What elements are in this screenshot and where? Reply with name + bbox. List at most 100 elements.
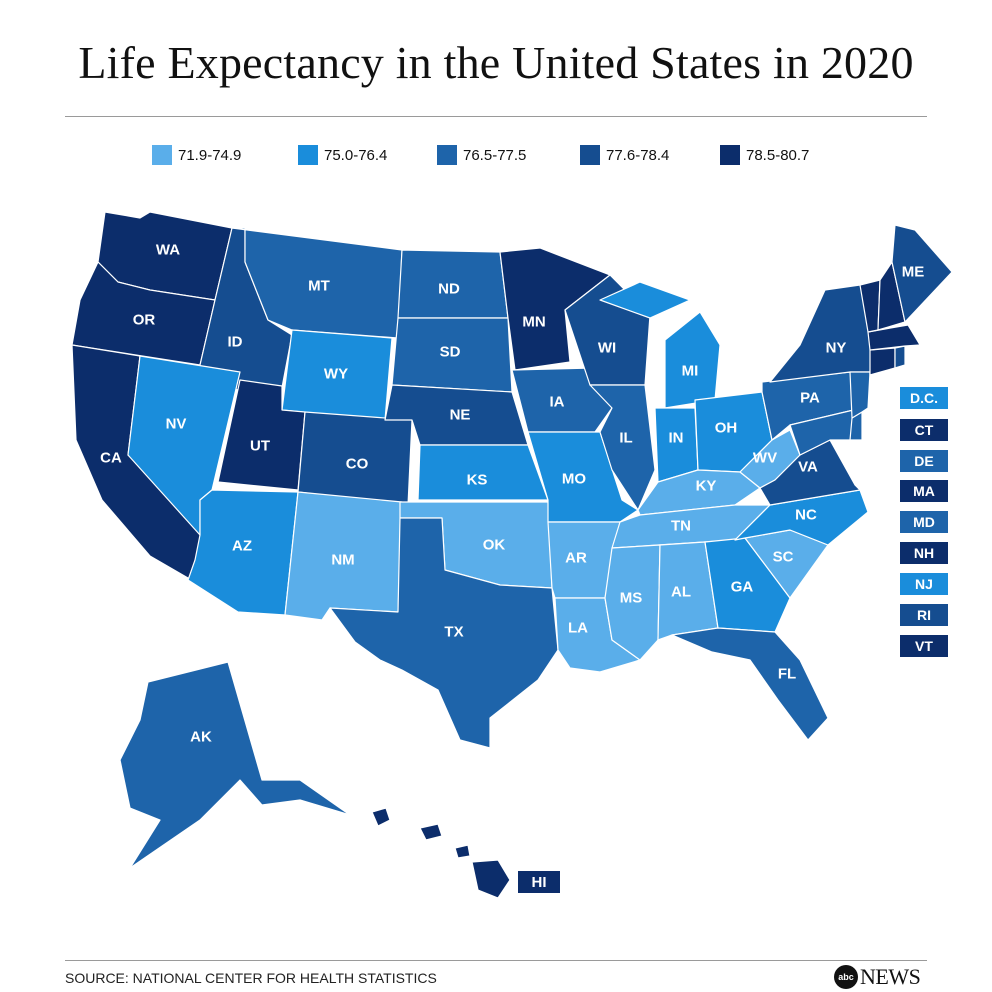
state-IL[interactable] [589,384,656,511]
legend-item: 71.9-74.9 [152,144,241,166]
state-label: ME [902,264,925,281]
small-state-tag: NJ [900,573,948,595]
state-label: FL [778,666,796,683]
state-label: OH [715,420,738,437]
state-label: WI [598,340,616,357]
state-label: KY [696,478,717,495]
state-RI[interactable] [894,345,906,369]
state-label: OR [133,312,156,329]
state-label: MN [522,314,545,331]
state-label: MI [682,363,699,380]
state-AK[interactable] [119,661,351,869]
small-state-tag: DE [900,450,948,472]
small-state-tag-label: D.C. [910,390,938,406]
state-label: IA [550,394,565,411]
state-MA[interactable] [867,324,921,351]
small-state-tag: RI [900,604,948,626]
legend-item: 77.6-78.4 [580,144,669,166]
source-note: SOURCE: NATIONAL CENTER FOR HEALTH STATI… [65,970,437,986]
small-state-tag-label: VT [915,638,933,654]
state-NJ[interactable] [849,371,871,419]
hi-tag-label: HI [531,873,547,891]
state-TX[interactable] [329,517,559,749]
legend-label: 75.0-76.4 [324,146,388,164]
state-label: IL [619,430,632,447]
state-FL[interactable] [671,627,829,741]
state-label: CA [100,450,122,467]
small-state-tag-label: NH [913,545,935,561]
small-state-tag-label: MA [913,483,935,499]
state-label: AZ [232,538,252,555]
state-label: ID [228,334,243,351]
state-label: WA [156,242,180,259]
state-label: CO [346,456,369,473]
state-label: LA [568,620,588,637]
state-HI[interactable] [371,807,511,899]
state-label: VA [798,459,818,476]
state-label: NM [331,552,354,569]
small-state-tag-label: RI [917,607,931,623]
state-label: AK [190,729,212,746]
small-state-tag-label: DE [914,453,934,469]
legend-item: 78.5-80.7 [720,144,809,166]
state-label: SD [440,344,461,361]
state-label: TN [671,518,691,535]
state-label: NC [795,507,817,524]
small-state-tag: MA [900,480,948,502]
state-ME[interactable] [891,224,953,323]
small-state-tag: MD [900,511,948,533]
state-label: NY [826,340,847,357]
abc-news-logo: abc NEWS [834,964,921,990]
state-label: GA [731,579,754,596]
state-MD[interactable] [789,407,863,456]
state-label: MO [562,471,586,488]
legend: 71.9-74.9 75.0-76.4 76.5-77.5 77.6-78.4 … [0,144,992,168]
state-label: NE [450,407,471,424]
legend-label: 77.6-78.4 [606,146,670,164]
small-state-tag-label: NJ [915,576,933,592]
legend-item: 76.5-77.5 [437,144,526,166]
title-divider [65,116,927,117]
footer-divider [65,960,927,961]
state-label: AR [565,550,587,567]
state-label: WY [324,366,348,383]
legend-item: 75.0-76.4 [298,144,387,166]
state-label: NV [166,416,187,433]
state-label: ND [438,281,460,298]
small-state-tag: D.C. [900,387,948,409]
legend-swatch [298,145,318,165]
state-NY[interactable] [769,284,873,383]
state-label: MT [308,278,330,295]
state-label: AL [671,584,691,601]
state-label: PA [800,390,820,407]
abc-badge: abc [834,965,858,989]
state-label: WV [753,450,777,467]
small-state-tag: NH [900,542,948,564]
news-wordmark: NEWS [860,964,921,989]
page-title: Life Expectancy in the United States in … [78,37,914,88]
state-MI[interactable] [599,281,721,409]
state-IA[interactable] [511,367,613,433]
small-state-tag: CT [900,419,948,441]
hi-tag: HI [518,871,560,893]
small-state-tag: VT [900,635,948,657]
legend-swatch [152,145,172,165]
small-state-tag-label: MD [913,514,935,530]
legend-swatch [437,145,457,165]
legend-label: 78.5-80.7 [746,146,810,164]
state-label: IN [669,430,684,447]
legend-swatch [720,145,740,165]
state-MN[interactable] [499,247,611,371]
state-VA[interactable] [759,439,861,506]
state-label: UT [250,438,270,455]
state-CT[interactable] [869,347,896,376]
legend-swatch [580,145,600,165]
small-state-tag-label: CT [914,422,934,438]
legend-label: 76.5-77.5 [463,146,527,164]
state-label: SC [773,549,794,566]
state-label: TX [444,624,463,641]
state-label: OK [483,537,506,554]
state-label: KS [467,472,488,489]
state-label: MS [620,590,643,607]
